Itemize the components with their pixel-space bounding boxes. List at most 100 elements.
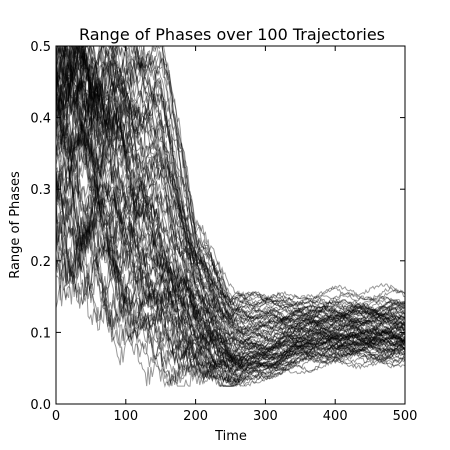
trajectory-line: [56, 173, 405, 379]
trajectory-line: [56, 46, 405, 324]
trajectory-line: [56, 55, 405, 359]
trajectory-line: [56, 80, 405, 352]
trajectory-line: [56, 56, 405, 353]
trajectory-line: [56, 46, 405, 333]
trajectory-line: [56, 139, 405, 371]
trajectory-line: [56, 113, 405, 358]
trajectory-line: [56, 46, 405, 325]
trajectory-line: [56, 46, 405, 310]
plot-frame: [55, 45, 406, 405]
trajectory-line: [56, 46, 405, 321]
trajectory-line: [56, 76, 405, 368]
ticks-layer: 0 100 200 300 400 500 0.0 0.1 0.2 0.3 0.4 0.5: [30, 40, 417, 424]
trajectory-line: [56, 46, 405, 316]
trajectory-line: [56, 118, 405, 373]
trajectory-line: [56, 119, 405, 376]
trajectory-line: [56, 46, 405, 313]
trajectory-line: [56, 46, 405, 323]
trajectory-line: [56, 46, 405, 307]
trajectory-line: [56, 46, 405, 322]
y-tick-label: 0.3: [30, 183, 51, 198]
trajectory-line: [56, 46, 405, 330]
trajectory-line: [56, 46, 405, 345]
trajectory-line: [56, 46, 405, 339]
trajectory-line: [56, 91, 405, 367]
trajectory-line: [56, 46, 405, 338]
trajectory-line: [56, 166, 405, 386]
trajectory-line: [56, 178, 405, 383]
y-tick-label: 0.5: [30, 40, 51, 55]
trajectory-line: [56, 92, 405, 363]
trajectory-line: [56, 224, 405, 387]
trajectory-line: [56, 46, 405, 331]
trajectory-line: [56, 219, 405, 385]
trajectory-line: [56, 46, 405, 345]
y-tick-label: 0.0: [30, 398, 51, 413]
trajectory-line: [56, 197, 405, 382]
trajectory-line: [56, 49, 405, 365]
x-tick-label: 500: [393, 409, 418, 424]
trajectory-line: [56, 59, 405, 359]
trajectory-line: [56, 159, 405, 375]
trajectory-line: [56, 46, 405, 328]
trajectory-line: [56, 46, 405, 314]
trajectory-line: [56, 72, 405, 365]
trajectory-line: [56, 115, 405, 367]
trajectory-line: [56, 202, 405, 384]
y-tick-label: 0.2: [30, 255, 51, 270]
trajectory-line: [56, 46, 405, 334]
trajectory-line: [56, 198, 405, 386]
trajectory-line: [56, 180, 405, 381]
trajectory-line: [56, 83, 405, 356]
trajectory-line: [56, 46, 405, 307]
trajectory-line: [56, 46, 405, 327]
trajectory-line: [56, 205, 405, 386]
trajectory-line: [56, 123, 405, 365]
trajectory-line: [56, 232, 405, 387]
trajectory-line: [56, 139, 405, 374]
x-tick-label: 0: [52, 409, 60, 424]
trajectory-line: [56, 46, 405, 325]
trajectory-line: [56, 79, 405, 357]
trajectory-line: [56, 83, 405, 364]
trajectory-line: [56, 46, 405, 318]
trajectory-line: [56, 89, 405, 362]
trajectory-line: [56, 46, 405, 321]
trajectory-line: [56, 48, 405, 346]
trajectory-line: [56, 69, 405, 365]
trajectory-line: [56, 46, 405, 309]
trajectory-line: [56, 226, 405, 387]
trajectory-line: [56, 215, 405, 381]
y-tick-label: 0.4: [30, 112, 51, 127]
x-tick-label: 300: [253, 409, 278, 424]
trajectory-line: [56, 46, 405, 345]
y-axis-label: Range of Phases: [8, 171, 23, 279]
trajectory-line: [56, 134, 405, 367]
trajectory-line: [56, 46, 405, 325]
trajectory-line: [56, 66, 405, 336]
trajectory-line: [56, 227, 405, 387]
trajectory-line: [56, 190, 405, 384]
trajectory-line: [56, 70, 405, 342]
x-tick-label: 100: [113, 409, 138, 424]
trajectory-line: [56, 57, 405, 339]
trajectory-line: [56, 46, 405, 333]
trajectory-line: [56, 46, 405, 318]
trajectory-line: [56, 218, 405, 382]
trajectory-line: [56, 46, 405, 314]
trajectory-line: [56, 91, 405, 372]
trajectory-line: [56, 83, 405, 347]
trajectory-line: [56, 125, 405, 366]
trajectory-line: [56, 83, 405, 360]
trajectory-line: [56, 211, 405, 388]
trajectory-line: [56, 83, 405, 356]
trajectory-line: [56, 138, 405, 370]
trajectory-line: [56, 52, 405, 361]
trajectory-line: [56, 46, 405, 341]
series-layer: [56, 46, 405, 388]
trajectory-line: [56, 138, 405, 376]
trajectory-line: [56, 100, 405, 362]
trajectory-line: [56, 46, 405, 331]
